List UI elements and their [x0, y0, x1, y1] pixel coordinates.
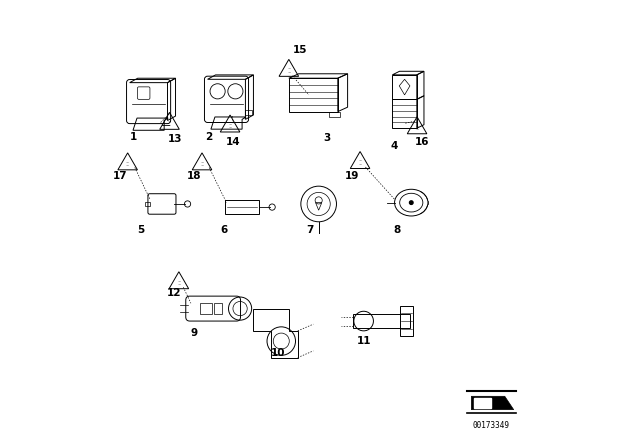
Text: 00173349: 00173349 — [473, 421, 510, 430]
Text: 13: 13 — [168, 134, 182, 144]
Text: 11: 11 — [356, 336, 371, 346]
Text: 6: 6 — [221, 225, 228, 235]
Bar — [329, 112, 340, 117]
Bar — [400, 306, 413, 336]
Text: 14: 14 — [226, 137, 241, 146]
Text: 1: 1 — [131, 132, 138, 142]
Bar — [353, 314, 410, 328]
Text: 5: 5 — [138, 225, 145, 235]
Text: ~
~: ~ ~ — [358, 160, 362, 167]
Text: ~
~: ~ ~ — [228, 123, 232, 131]
Text: 9: 9 — [191, 328, 198, 338]
Text: ~
~: ~ ~ — [177, 280, 180, 287]
Text: 10: 10 — [271, 348, 285, 358]
Text: ~
~: ~ ~ — [287, 68, 291, 75]
Text: 18: 18 — [187, 171, 202, 181]
Text: ~
~: ~ ~ — [415, 125, 419, 133]
Text: ~
~: ~ ~ — [200, 161, 204, 168]
Text: 16: 16 — [415, 137, 429, 146]
Text: 4: 4 — [390, 141, 397, 151]
Bar — [214, 303, 222, 314]
Polygon shape — [474, 398, 492, 408]
Bar — [392, 99, 417, 128]
Text: 7: 7 — [307, 225, 314, 235]
Bar — [225, 200, 259, 214]
Text: ~
~: ~ ~ — [168, 121, 171, 128]
Circle shape — [410, 201, 413, 204]
Text: ~
~: ~ ~ — [126, 161, 129, 168]
Text: 17: 17 — [113, 171, 128, 181]
Text: 19: 19 — [345, 171, 359, 181]
Text: 12: 12 — [166, 288, 181, 298]
Text: 2: 2 — [205, 132, 212, 142]
Text: 15: 15 — [292, 45, 307, 56]
Polygon shape — [472, 396, 514, 409]
Text: 8: 8 — [393, 225, 400, 235]
Bar — [200, 303, 212, 314]
Text: 3: 3 — [323, 133, 330, 143]
Bar — [289, 78, 338, 112]
